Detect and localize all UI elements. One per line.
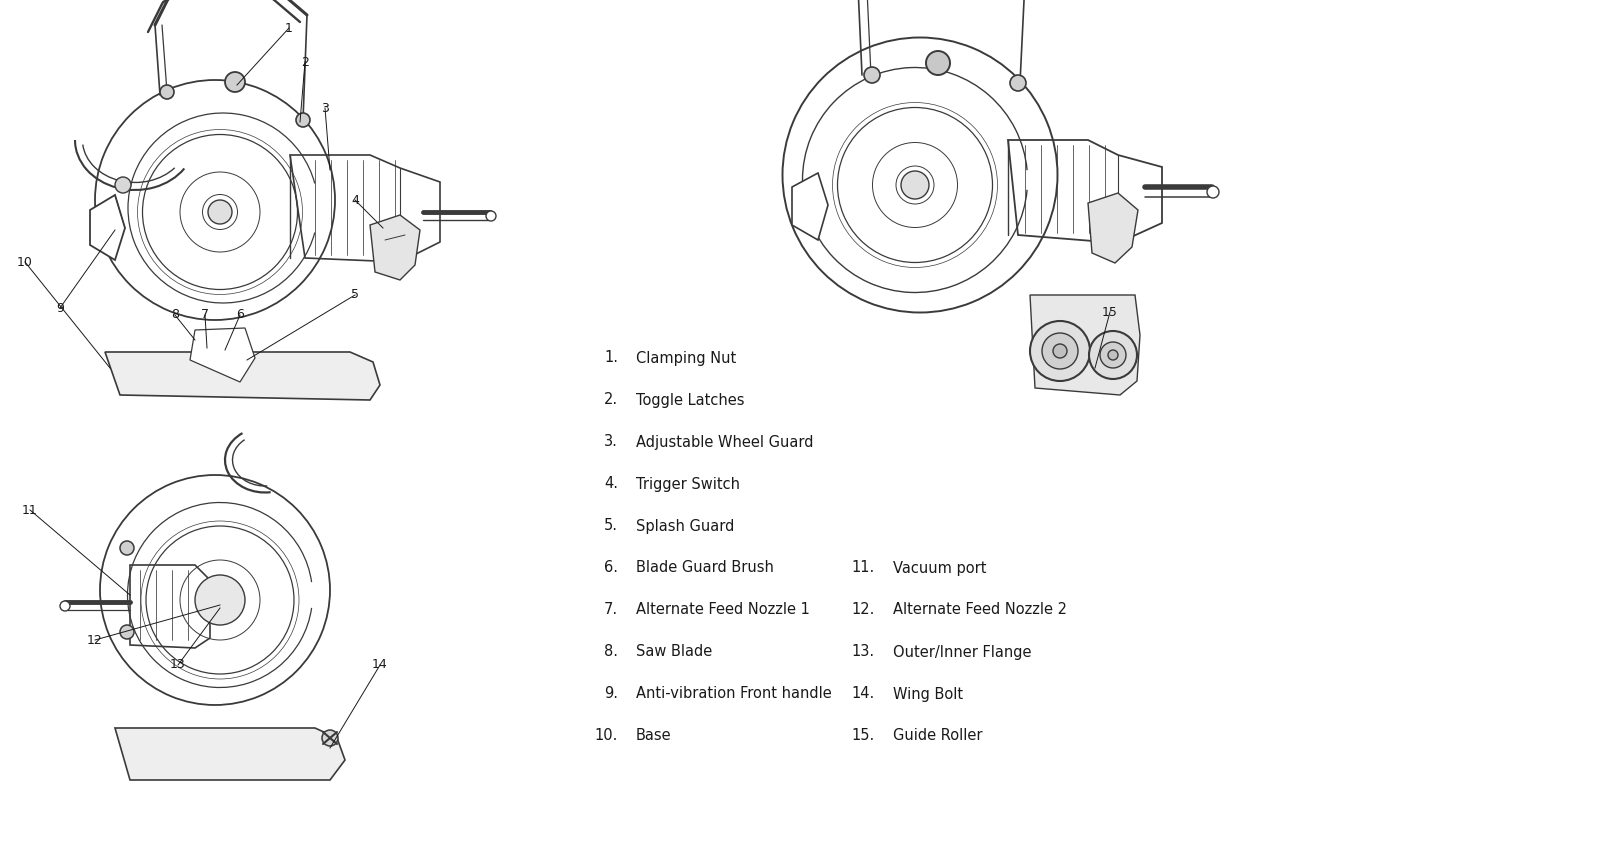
Polygon shape	[1008, 140, 1162, 243]
Circle shape	[926, 51, 950, 75]
Text: Guide Roller: Guide Roller	[893, 728, 982, 744]
Text: 14: 14	[373, 659, 387, 672]
Circle shape	[226, 72, 245, 92]
Text: 15.: 15.	[851, 728, 875, 744]
Text: 5.: 5.	[605, 518, 618, 534]
Polygon shape	[115, 728, 346, 780]
Text: 1: 1	[285, 22, 293, 35]
Text: 14.: 14.	[851, 687, 875, 701]
Circle shape	[160, 85, 174, 99]
Text: 12: 12	[86, 634, 102, 647]
Text: 8: 8	[171, 308, 179, 321]
Circle shape	[206, 586, 234, 614]
Text: 11.: 11.	[851, 561, 875, 575]
Text: 6.: 6.	[605, 561, 618, 575]
Text: Alternate Feed Nozzle 2: Alternate Feed Nozzle 2	[893, 602, 1067, 617]
Text: 5: 5	[350, 288, 358, 301]
Text: 11: 11	[22, 503, 38, 516]
Text: 13.: 13.	[851, 645, 875, 660]
Text: 6: 6	[237, 308, 243, 321]
Polygon shape	[1030, 295, 1139, 395]
Circle shape	[120, 625, 134, 639]
Circle shape	[1101, 342, 1126, 368]
Text: Splash Guard: Splash Guard	[637, 518, 734, 534]
Text: 12.: 12.	[851, 602, 875, 617]
Circle shape	[208, 200, 232, 224]
Text: 3.: 3.	[605, 435, 618, 450]
Circle shape	[1042, 333, 1078, 369]
Polygon shape	[792, 173, 829, 240]
Text: Anti-vibration Front handle: Anti-vibration Front handle	[637, 687, 832, 701]
Text: Toggle Latches: Toggle Latches	[637, 392, 744, 407]
Text: 2.: 2.	[603, 392, 618, 407]
Circle shape	[61, 601, 70, 611]
Text: Saw Blade: Saw Blade	[637, 645, 712, 660]
Circle shape	[486, 211, 496, 221]
Circle shape	[195, 575, 245, 625]
Circle shape	[120, 541, 134, 555]
Text: Wing Bolt: Wing Bolt	[893, 687, 963, 701]
Polygon shape	[1088, 193, 1138, 263]
Circle shape	[1053, 344, 1067, 358]
Text: Alternate Feed Nozzle 1: Alternate Feed Nozzle 1	[637, 602, 810, 617]
Circle shape	[1206, 186, 1219, 198]
Text: 10: 10	[18, 255, 34, 268]
Text: Trigger Switch: Trigger Switch	[637, 477, 739, 491]
Text: 9.: 9.	[605, 687, 618, 701]
Circle shape	[901, 171, 930, 199]
Text: 10.: 10.	[595, 728, 618, 744]
Text: 7.: 7.	[603, 602, 618, 617]
Text: Vacuum port: Vacuum port	[893, 561, 987, 575]
Polygon shape	[290, 155, 440, 262]
Text: Outer/Inner Flange: Outer/Inner Flange	[893, 645, 1032, 660]
Text: Adjustable Wheel Guard: Adjustable Wheel Guard	[637, 435, 813, 450]
Polygon shape	[90, 195, 125, 260]
Circle shape	[1090, 331, 1138, 379]
Circle shape	[322, 730, 338, 746]
Text: Base: Base	[637, 728, 672, 744]
Polygon shape	[190, 328, 254, 382]
Text: 15: 15	[1102, 306, 1118, 319]
Circle shape	[296, 113, 310, 127]
Text: Clamping Nut: Clamping Nut	[637, 351, 736, 365]
Text: 4.: 4.	[605, 477, 618, 491]
Circle shape	[864, 67, 880, 83]
Circle shape	[1030, 321, 1090, 381]
Circle shape	[115, 177, 131, 193]
Polygon shape	[130, 565, 210, 648]
Text: 1.: 1.	[605, 351, 618, 365]
Text: 3: 3	[322, 102, 330, 115]
Text: 8.: 8.	[605, 645, 618, 660]
Circle shape	[1107, 350, 1118, 360]
Text: 4: 4	[350, 194, 358, 207]
Text: 2: 2	[301, 56, 309, 69]
Text: Blade Guard Brush: Blade Guard Brush	[637, 561, 774, 575]
Polygon shape	[106, 352, 381, 400]
Circle shape	[1010, 75, 1026, 91]
Text: 7: 7	[202, 308, 210, 321]
Text: 9: 9	[56, 301, 64, 314]
Text: 13: 13	[170, 659, 186, 672]
Polygon shape	[370, 215, 419, 280]
